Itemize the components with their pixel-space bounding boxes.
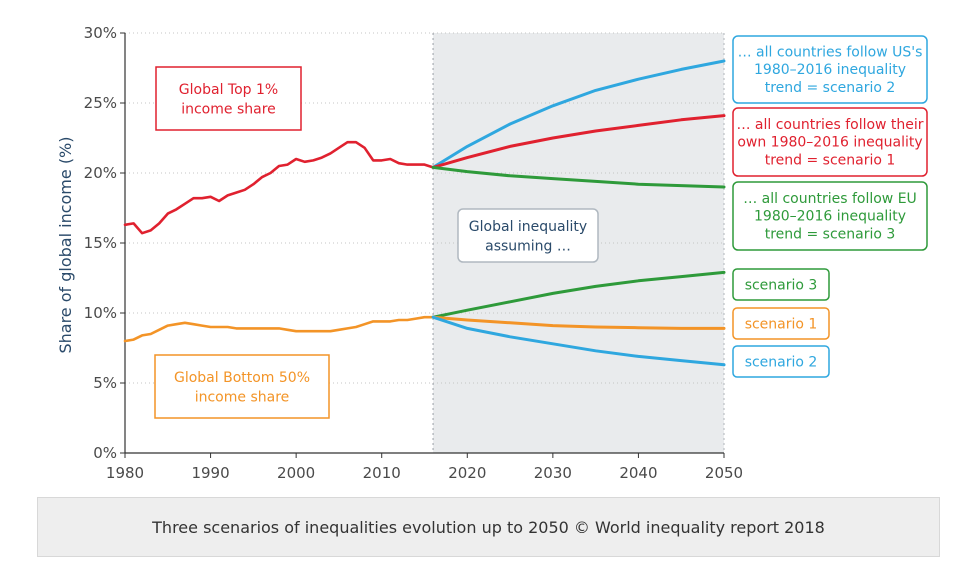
x-tick-label: 2030 [534, 464, 572, 482]
annotation-assuming-label: Global inequality assuming … [457, 208, 599, 263]
series-line-bottom50_scenario1 [431, 315, 726, 330]
annotation-box [154, 354, 330, 419]
annotation-line: Global inequality [469, 219, 587, 235]
annotation-line: scenario 1 [745, 316, 818, 332]
annotation-line: trend = scenario 3 [765, 226, 896, 242]
annotation-line: 1980–2016 inequality [754, 209, 906, 225]
annotation-box [457, 208, 599, 263]
annotation-line: … all countries follow US's [738, 45, 923, 61]
annotation-line: own 1980–2016 inequality [737, 135, 922, 151]
annotation-box [732, 345, 830, 378]
series-line-bottom50_scenario3 [431, 270, 726, 319]
annotation-box [732, 35, 928, 104]
annotation-line: … all countries follow EU [743, 191, 917, 207]
annotation-scenario3-top: … all countries follow EU 1980–2016 inequ… [732, 181, 928, 251]
annotation-line: scenario 3 [745, 277, 818, 293]
series-line-top1_scenario3 [431, 165, 726, 189]
x-tick-label: 2000 [277, 464, 315, 482]
x-tick-label: 2010 [363, 464, 401, 482]
y-tick-label: 15% [84, 234, 117, 252]
y-tick-label: 25% [84, 94, 117, 112]
annotation-box [155, 66, 302, 131]
y-tick-label: 10% [84, 304, 117, 322]
annotation-line: scenario 2 [745, 354, 818, 370]
annotation-line: Global Bottom 50% [174, 370, 310, 386]
annotation-line: income share [181, 102, 276, 118]
annotation-scenario2-bottom: scenario 2 [732, 345, 830, 378]
annotation-line: trend = scenario 2 [765, 80, 896, 96]
annotation-line: trend = scenario 1 [765, 152, 896, 168]
series-line-top1_scenario2 [431, 59, 726, 169]
y-tick-label: 5% [93, 374, 117, 392]
annotation-scenario3-bottom: scenario 3 [732, 268, 830, 301]
annotation-scenario1-top: … all countries follow their own 1980–201… [732, 107, 928, 177]
x-tick-label: 2020 [448, 464, 486, 482]
caption-box: Three scenarios of inequalities evolutio… [37, 497, 940, 557]
y-tick-label: 0% [93, 444, 117, 462]
chart: 0% 5% 10% 15% 20% 25% 30% 1980 1990 2000 2010 2020 2… [56, 24, 928, 482]
caption-text: Three scenarios of inequalities evolutio… [152, 517, 825, 537]
annotation-box [732, 107, 928, 177]
series-line-top1_scenario1 [431, 114, 726, 169]
x-tick-label: 1980 [106, 464, 144, 482]
series-line-top1 [123, 140, 435, 235]
annotation-line: income share [195, 390, 290, 406]
x-tick-label: 2040 [619, 464, 657, 482]
x-tick-label: 2050 [705, 464, 743, 482]
annotation-line: Global Top 1% [179, 82, 278, 98]
annotation-box [732, 268, 830, 301]
y-tick-label: 30% [84, 24, 117, 42]
annotation-line: assuming … [485, 239, 571, 255]
annotation-top1-label: Global Top 1% income share [155, 66, 302, 131]
series-line-bottom50_scenario2 [431, 315, 726, 367]
y-axis-label: Share of global income (%) [56, 136, 75, 353]
annotation-line: 1980–2016 inequality [754, 62, 906, 78]
annotation-scenario1-bottom: scenario 1 [732, 307, 830, 340]
annotation-line: … all countries follow their [736, 117, 923, 133]
annotation-box [732, 181, 928, 251]
annotation-box [732, 307, 830, 340]
x-tick-label: 1990 [191, 464, 229, 482]
series-line-bottom50 [123, 315, 435, 343]
annotation-bottom50-label: Global Bottom 50% income share [154, 354, 330, 419]
y-tick-label: 20% [84, 164, 117, 182]
